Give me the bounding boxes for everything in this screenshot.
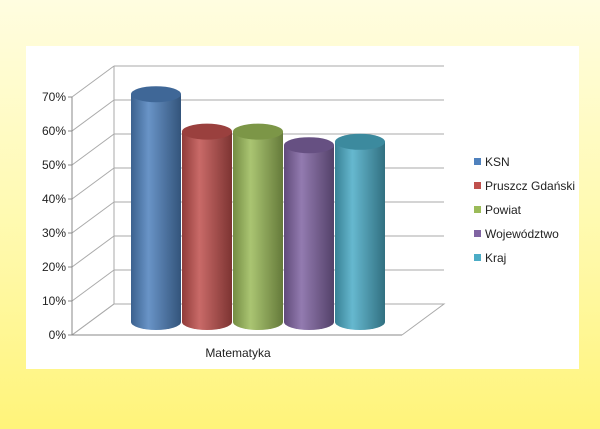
legend-label: Kraj — [485, 251, 506, 265]
bar-top — [182, 123, 232, 140]
legend-swatch — [474, 206, 481, 213]
legend-item: Kraj — [474, 251, 506, 265]
side-gridline — [71, 65, 115, 98]
y-tick-label: 70% — [42, 90, 66, 104]
bar-województwo — [284, 137, 334, 330]
bar-powiat — [233, 123, 283, 330]
y-axis-ticks: 0% 10% 20% 30% 40% 50% 60% 70% — [42, 90, 402, 342]
bar-top — [284, 137, 334, 154]
legend-swatch — [474, 182, 481, 189]
legend-label: KSN — [485, 155, 510, 169]
y-tick-label: 20% — [42, 260, 66, 274]
side-gridline — [71, 303, 115, 336]
bar-body — [335, 141, 385, 330]
legend-item: Pruszcz Gdański — [474, 179, 575, 193]
side-gridline — [71, 133, 115, 166]
side-gridline — [71, 235, 115, 268]
y-tick-label: 0% — [49, 328, 67, 342]
side-gridline — [71, 201, 115, 234]
x-tick-label: Matematyka — [205, 346, 271, 360]
bar-top — [233, 123, 283, 140]
side-gridline — [71, 99, 115, 132]
legend-label: Województwo — [485, 227, 559, 241]
bar-body — [131, 94, 181, 330]
bar-body — [284, 145, 334, 330]
bar-top — [131, 86, 181, 103]
y-tick-label: 60% — [42, 124, 66, 138]
side-gridline — [71, 167, 115, 200]
y-tick-label: 40% — [42, 192, 66, 206]
legend-swatch — [474, 230, 481, 237]
legend-label: Pruszcz Gdański — [485, 179, 575, 193]
bar-body — [182, 131, 232, 330]
bar-pruszcz-gdański — [182, 123, 232, 330]
y-tick-label: 30% — [42, 226, 66, 240]
legend-swatch — [474, 254, 481, 261]
bar-ksn — [131, 86, 181, 330]
side-gridline — [71, 269, 115, 302]
bars — [131, 86, 385, 330]
bar-kraj — [335, 133, 385, 330]
legend: KSN Pruszcz Gdański Powiat Województwo Kraj — [474, 155, 575, 265]
legend-swatch — [474, 158, 481, 165]
bar-body — [233, 131, 283, 330]
bar-top — [335, 133, 385, 150]
y-tick-label: 10% — [42, 294, 66, 308]
legend-item: KSN — [474, 155, 510, 169]
legend-item: Województwo — [474, 227, 559, 241]
legend-item: Powiat — [474, 203, 522, 217]
y-tick-label: 50% — [42, 158, 66, 172]
legend-label: Powiat — [485, 203, 522, 217]
